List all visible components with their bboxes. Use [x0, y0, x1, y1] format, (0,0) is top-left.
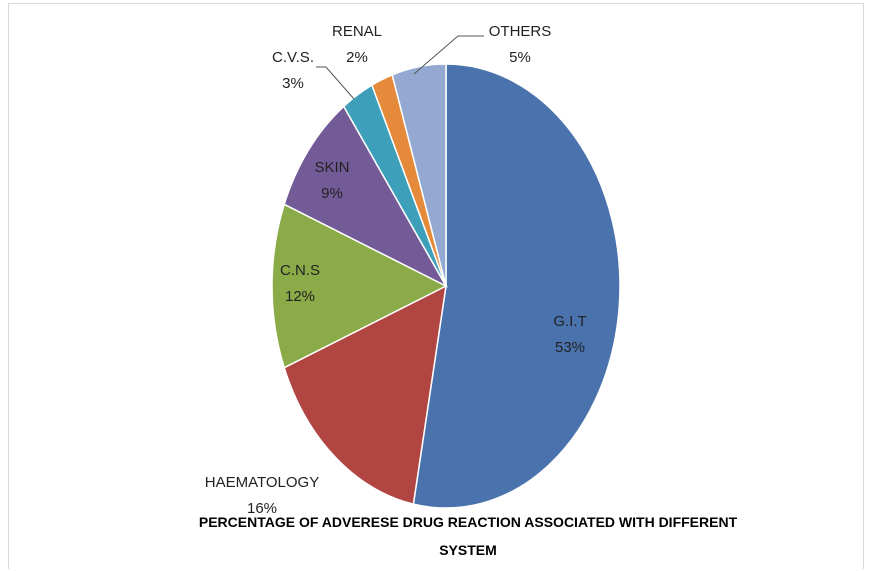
- slice-label-value: 3%: [282, 75, 304, 92]
- chart-title-line-1: PERCENTAGE OF ADVERESE DRUG REACTION ASS…: [199, 514, 738, 530]
- chart-title-line-2: SYSTEM: [439, 542, 497, 558]
- leader-line: [316, 66, 355, 100]
- pie-slice-g-i-t: [412, 63, 621, 509]
- slice-label-name: G.I.T: [553, 313, 586, 330]
- slice-label-name: RENAL: [332, 23, 382, 40]
- pie-slice-others: [391, 63, 447, 287]
- slice-label-name: C.N.S: [280, 262, 320, 279]
- slice-label-name: C.V.S.: [272, 49, 314, 66]
- pie-slice-c-n-s: [271, 203, 448, 369]
- slice-label-value: 53%: [555, 339, 585, 356]
- frame-border-top: [8, 3, 864, 4]
- pie-slices: [271, 63, 621, 509]
- slice-label-value: 5%: [509, 49, 531, 66]
- pie-slice-haematology: [283, 284, 447, 505]
- slice-label-name: HAEMATOLOGY: [205, 474, 319, 491]
- frame-border-right: [863, 3, 864, 569]
- slice-label-name: OTHERS: [489, 23, 552, 40]
- leader-line: [413, 35, 484, 75]
- slice-label-value: 2%: [346, 49, 368, 66]
- slice-label-value: 12%: [285, 288, 315, 305]
- slice-label-value: 16%: [247, 500, 277, 517]
- slice-label-value: 9%: [321, 185, 343, 202]
- leader-lines: [316, 35, 484, 100]
- pie-slice-skin: [283, 105, 448, 288]
- slice-labels: G.I.T 53% HAEMATOLOGY 16% C.N.S 12% SKIN 9% C.V.…: [205, 23, 587, 517]
- frame-border-left: [8, 3, 9, 569]
- slice-label-name: SKIN: [314, 159, 349, 176]
